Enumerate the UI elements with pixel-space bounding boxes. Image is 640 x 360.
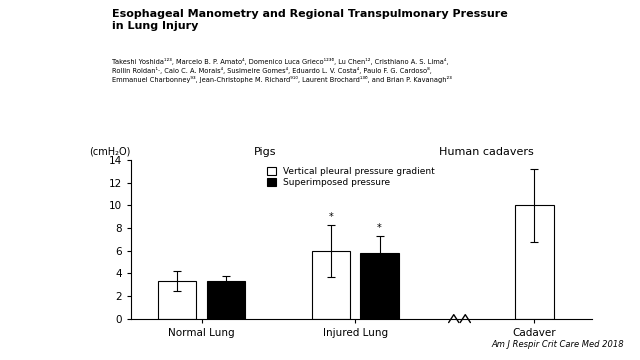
Bar [360, 253, 399, 319]
Text: Esophageal Manometry and Regional Transpulmonary Pressure
in Lung Injury: Esophageal Manometry and Regional Transp… [112, 9, 508, 31]
Text: Pigs: Pigs [254, 147, 277, 157]
Text: *: * [377, 223, 382, 233]
Bar [312, 251, 350, 319]
Text: (cmH₂O): (cmH₂O) [89, 147, 131, 157]
Text: Human cadavers: Human cadavers [439, 147, 534, 157]
Bar [515, 206, 554, 319]
Text: Takeshi Yoshida¹²³, Marcelo B. P. Amato⁴, Domenico Luca Grieco¹²³⁶, Lu Chen¹², C: Takeshi Yoshida¹²³, Marcelo B. P. Amato⁴… [112, 58, 452, 84]
Text: *: * [328, 212, 333, 222]
Bar [207, 281, 245, 319]
Bar [158, 281, 196, 319]
Text: Am J Respir Crit Care Med 2018: Am J Respir Crit Care Med 2018 [492, 340, 624, 349]
Legend: Vertical pleural pressure gradient, Superimposed pressure: Vertical pleural pressure gradient, Supe… [265, 165, 436, 189]
